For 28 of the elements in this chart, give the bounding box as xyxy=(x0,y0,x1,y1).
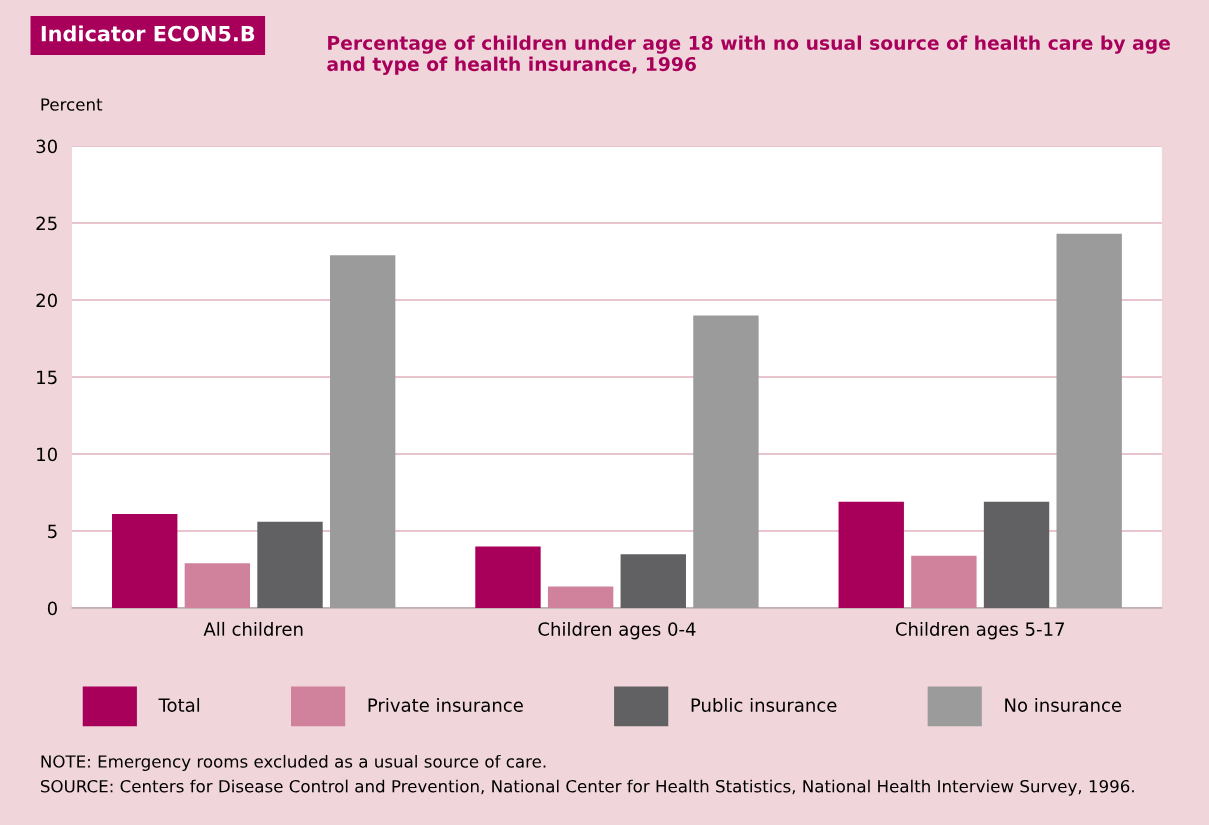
bar xyxy=(911,555,977,609)
source-note: SOURCE: Centers for Disease Control and Prevention, National Center for Health Statistics, National Health Interview Survey, 1996. xyxy=(41,779,1134,796)
bar xyxy=(983,501,1050,609)
text: NOTE: Emergency rooms excluded as a usual source of care. xyxy=(41,754,546,772)
chart-subtitle: Indicator ECON5.B xyxy=(41,25,255,42)
legend-label: Private insurance xyxy=(368,698,523,712)
y-tick-label: 20 xyxy=(36,293,57,308)
x-tick-label: Children ages 0-4 xyxy=(538,621,696,640)
chart-title: Percentage of children under age 18 with no usual source of health care by age and type of health insurance, 1996 xyxy=(327,35,1170,75)
bar xyxy=(547,586,614,609)
y-tick-label: 15 xyxy=(37,370,57,385)
y-tick-label: 25 xyxy=(36,216,57,231)
legend-label: Public insurance xyxy=(691,698,837,712)
y-tick-label: 10 xyxy=(37,447,57,462)
bar xyxy=(257,521,323,609)
y-axis-title: Percent xyxy=(41,98,103,111)
y-tick-label: 5 xyxy=(48,524,57,539)
y-tick-label: 30 xyxy=(36,139,57,154)
legend-label: No insurance xyxy=(1005,698,1122,712)
x-tick-label: Children ages 5-17 xyxy=(895,621,1064,640)
bar xyxy=(112,514,178,609)
bar xyxy=(620,554,686,609)
y-tick-label: 0 xyxy=(47,601,57,616)
bar xyxy=(184,563,251,609)
legend-label: Total xyxy=(158,698,200,712)
bar xyxy=(838,501,904,609)
x-tick-label: All children xyxy=(203,621,303,636)
bar xyxy=(475,546,541,609)
